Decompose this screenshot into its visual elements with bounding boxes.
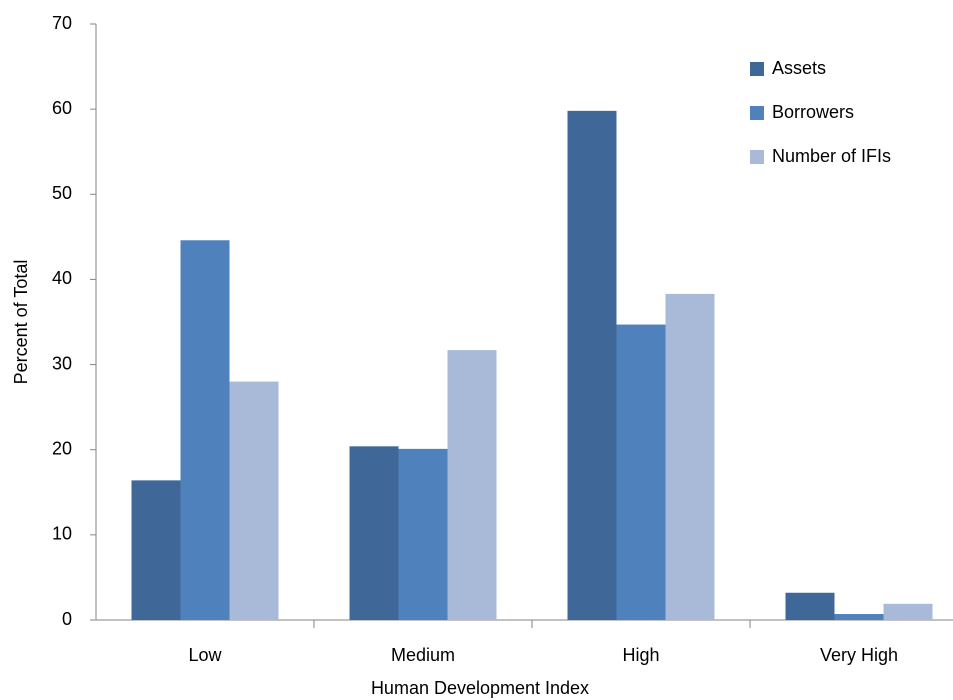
bar	[785, 592, 835, 620]
y-tick-label: 10	[52, 524, 72, 544]
bar	[180, 240, 230, 620]
y-tick-label: 50	[52, 183, 72, 203]
x-tick-label: Low	[188, 645, 222, 665]
x-axis-label: Human Development Index	[371, 678, 589, 698]
bar	[229, 381, 279, 620]
x-tick-label: Very High	[820, 645, 898, 665]
y-tick-label: 0	[62, 609, 72, 629]
y-tick-label: 20	[52, 438, 72, 458]
x-tick-label: High	[622, 645, 659, 665]
bar	[883, 603, 933, 620]
bar	[665, 293, 715, 620]
legend-swatch	[750, 106, 764, 120]
bar	[616, 324, 666, 620]
y-tick-label: 30	[52, 353, 72, 373]
y-tick-label: 40	[52, 268, 72, 288]
bar	[398, 448, 448, 620]
y-tick-label: 70	[52, 13, 72, 33]
y-axis-label: Percent of Total	[11, 260, 31, 385]
bar	[567, 110, 617, 621]
bar	[447, 350, 497, 620]
legend-label: Assets	[772, 58, 826, 78]
legend-label: Number of IFIs	[772, 146, 891, 166]
legend-swatch	[750, 62, 764, 76]
legend-swatch	[750, 150, 764, 164]
bar	[131, 480, 181, 620]
legend-label: Borrowers	[772, 102, 854, 122]
bar	[834, 614, 884, 620]
x-tick-label: Medium	[391, 645, 455, 665]
y-tick-label: 60	[52, 98, 72, 118]
bar	[349, 446, 399, 620]
